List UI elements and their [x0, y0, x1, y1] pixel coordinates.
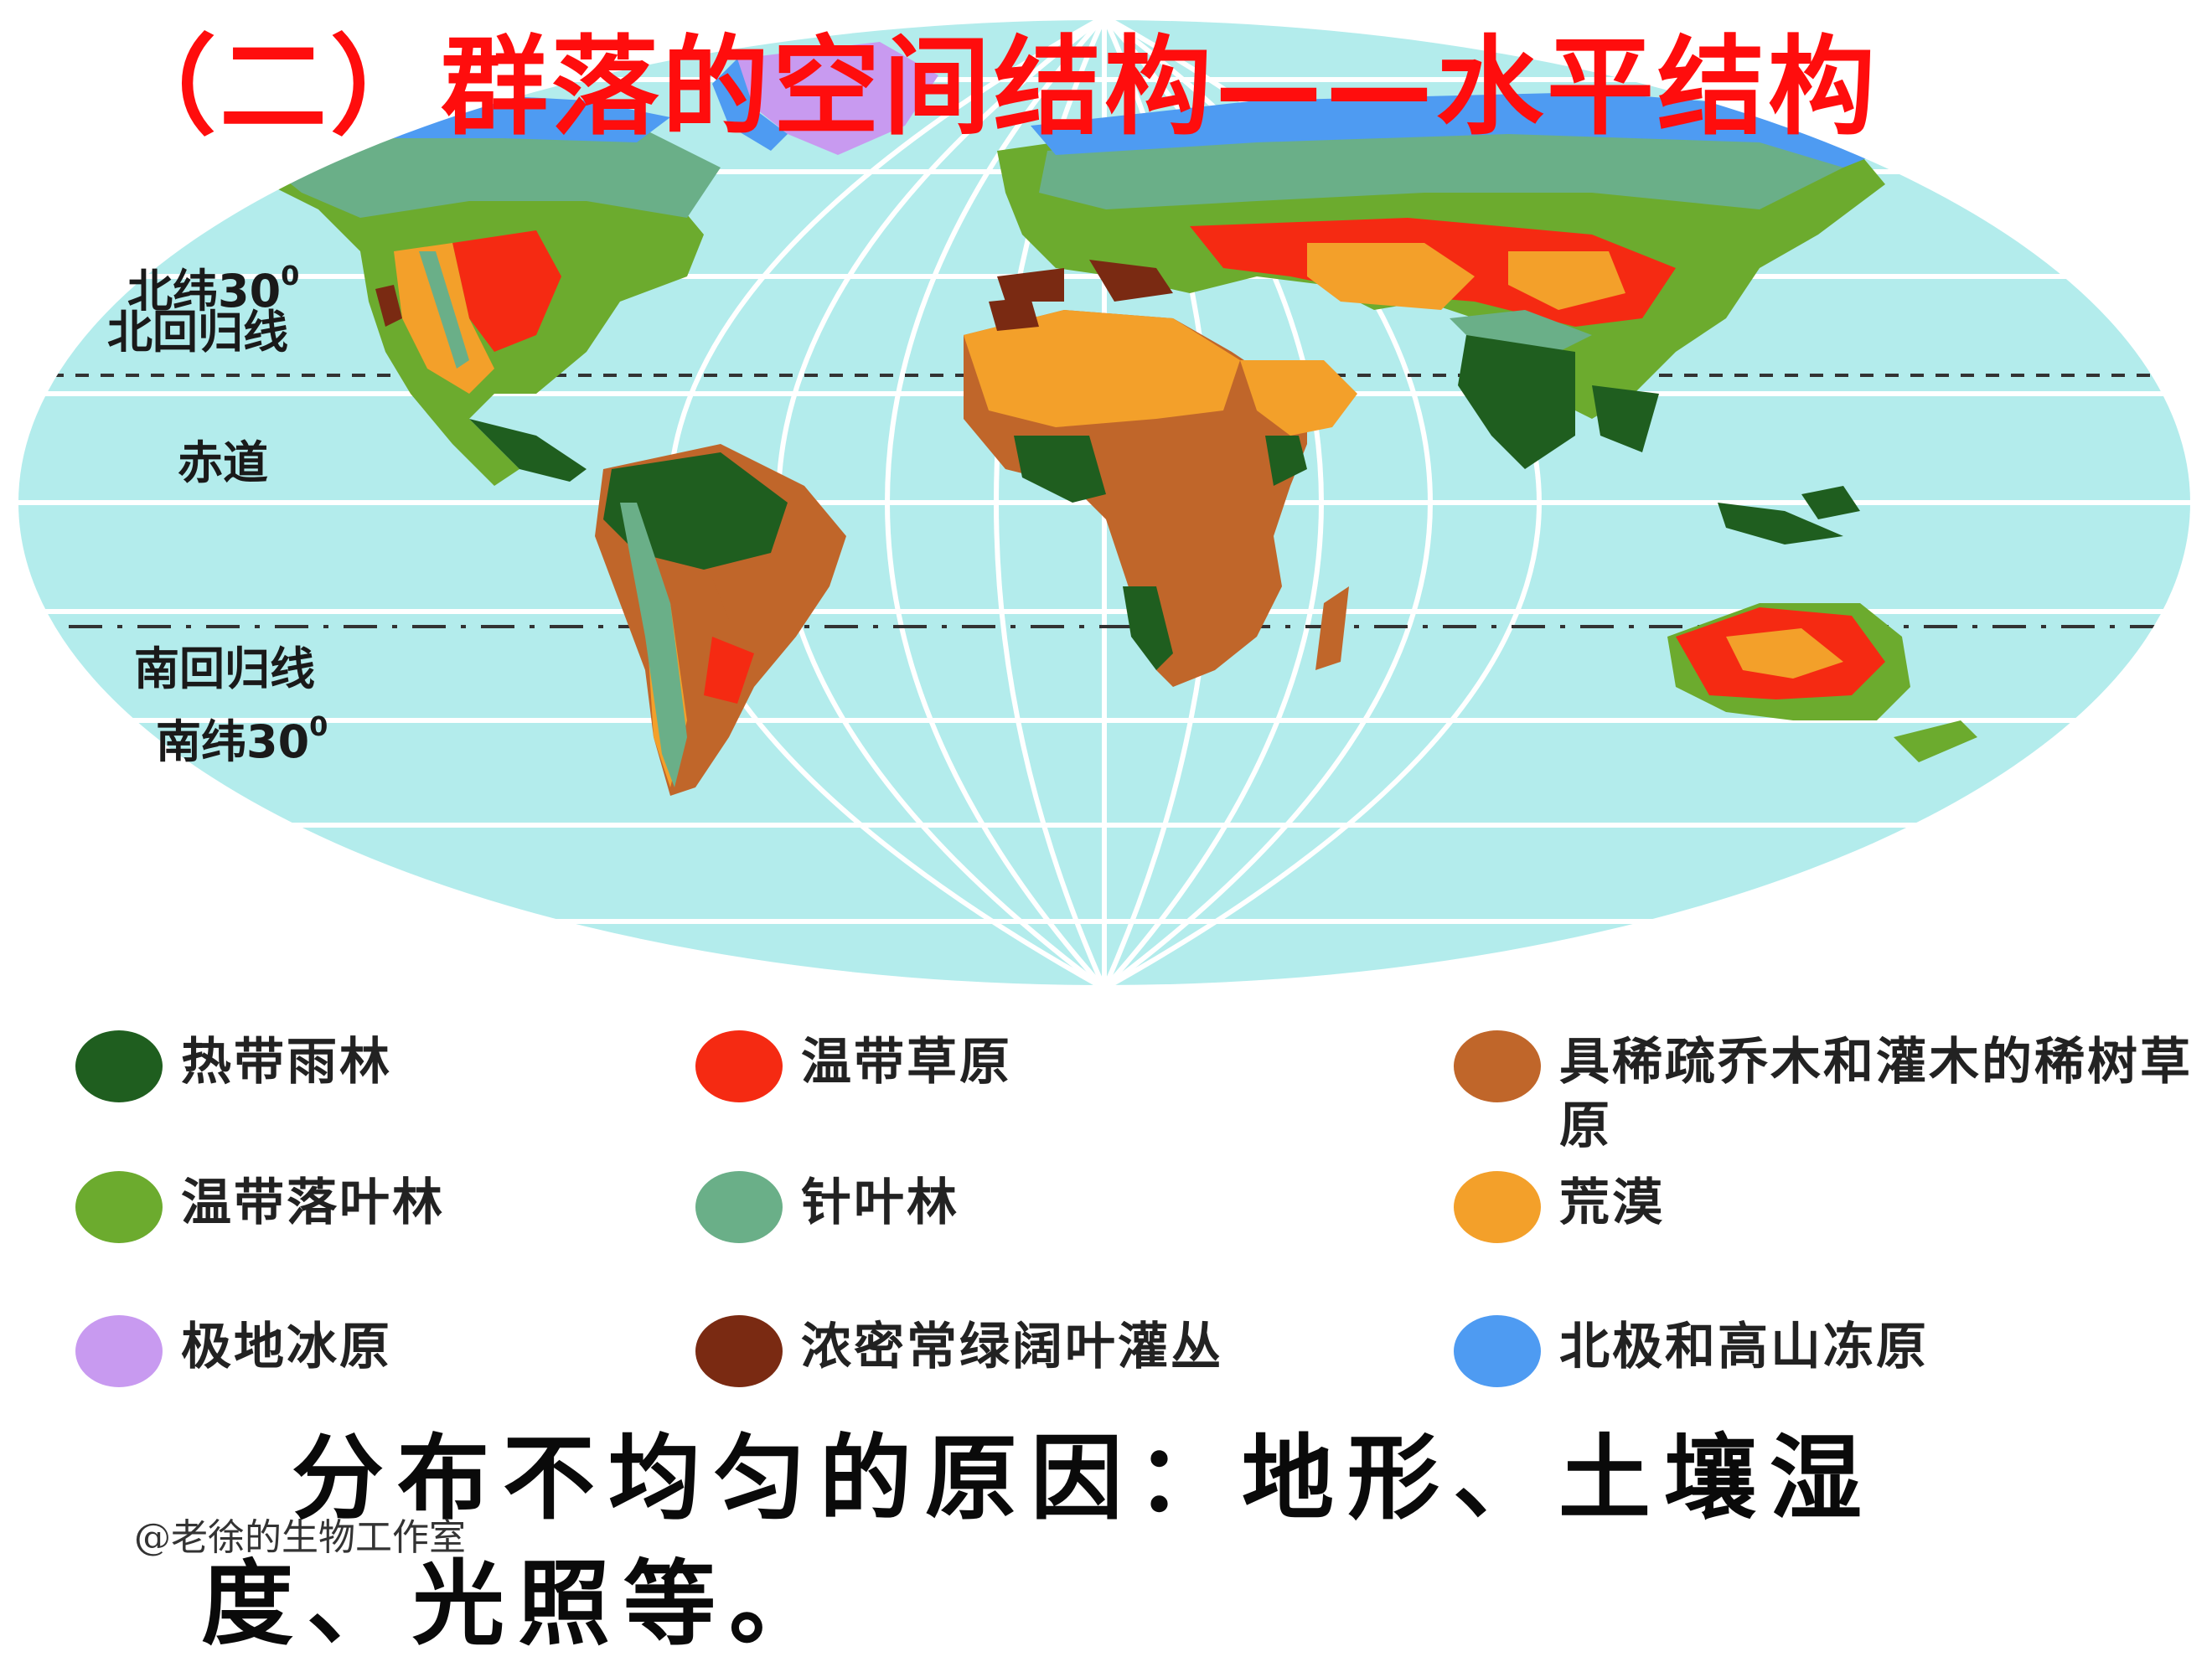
equator-label: 赤道 [178, 436, 268, 489]
notes-area: 分布不均匀的原因：地形、土壤湿度、光照等。 @老徐的生物工作室 [0, 1416, 2212, 1659]
south-30-text: 南纬30 [156, 715, 310, 768]
watermark: @老徐的生物工作室 [134, 1516, 466, 1559]
legend-swatch [1454, 1315, 1541, 1387]
tropic-of-capricorn-label: 南回归线 [134, 643, 315, 695]
legend-swatch [1454, 1030, 1541, 1102]
legend-item-desert: 荒漠 [1454, 1171, 1665, 1243]
legend-item-coniferous-forest: 针叶林 [695, 1171, 959, 1243]
legend-item-tropical-rainforest: 热带雨林 [75, 1030, 392, 1102]
legend-item-evergreen-shrubland: 浓密常绿阔叶灌丛 [695, 1315, 1223, 1387]
legend-label: 针叶林 [801, 1174, 959, 1232]
legend-item-temperate-deciduous-forest: 温带落叶林 [75, 1171, 445, 1243]
africa [964, 297, 1357, 687]
north-30-text: 北纬30 [127, 265, 282, 317]
legend-item-temperate-grassland: 温带草原 [695, 1030, 1012, 1102]
legend-swatch [75, 1315, 163, 1387]
legend-swatch [695, 1315, 783, 1387]
legend-label: 温带落叶林 [181, 1174, 445, 1232]
legend-label: 荒漠 [1559, 1174, 1665, 1232]
legend-swatch [75, 1030, 163, 1102]
legend-label: 北极和高山冻原 [1559, 1318, 1929, 1376]
legend-swatch [75, 1171, 163, 1243]
legend-item-savanna: 具稀疏乔木和灌木的稀树草原 [1454, 1030, 2196, 1158]
tropic-of-cancer-label: 北回归线 [107, 306, 288, 359]
north-30-label: 北纬300 [127, 248, 299, 319]
slide-title: （二）群落的空间结构——水平结构 [109, 25, 1879, 150]
north-30-degree: 0 [281, 260, 300, 292]
south-30-label: 南纬300 [156, 699, 328, 770]
eurasia [997, 92, 1885, 469]
legend-swatch [695, 1171, 783, 1243]
reason-text: 分布不均匀的原因：地形、土壤湿度、光照等。 [201, 1424, 1875, 1658]
legend-swatch [695, 1030, 783, 1102]
legend-item-tundra: 北极和高山冻原 [1454, 1315, 1929, 1387]
legend-label: 具稀疏乔木和灌木的稀树草原 [1559, 1033, 2193, 1155]
legend-label: 热带雨林 [181, 1033, 392, 1092]
legend-label: 浓密常绿阔叶灌丛 [801, 1318, 1223, 1376]
south-30-degree: 0 [309, 710, 328, 742]
legend-label: 温带草原 [801, 1033, 1012, 1092]
legend-swatch [1454, 1171, 1541, 1243]
biome-legend: 热带雨林 温带草原 具稀疏乔木和灌木的稀树草原 温带落叶林 针叶林 荒漠 极地冰… [0, 1014, 2212, 1407]
world-biome-map [15, 17, 2194, 988]
greenland [712, 42, 938, 155]
south-america [595, 444, 846, 796]
legend-item-polar-ice: 极地冰原 [75, 1315, 392, 1387]
legend-label: 极地冰原 [181, 1318, 392, 1376]
australia [1667, 486, 1977, 762]
